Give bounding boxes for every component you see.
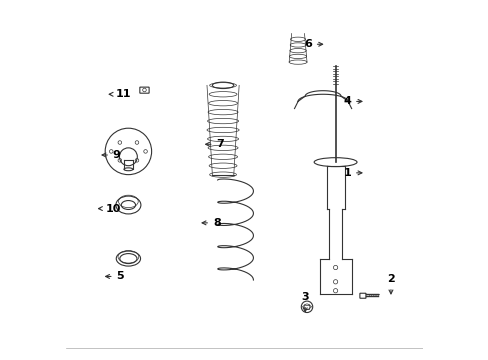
Text: 8: 8 bbox=[202, 218, 220, 228]
Text: 1: 1 bbox=[343, 168, 361, 178]
Text: 2: 2 bbox=[386, 274, 394, 294]
Text: 6: 6 bbox=[304, 39, 322, 49]
Text: 10: 10 bbox=[98, 203, 121, 213]
Text: 4: 4 bbox=[343, 96, 361, 107]
Text: 11: 11 bbox=[109, 89, 131, 99]
Text: 5: 5 bbox=[105, 271, 124, 282]
Text: 9: 9 bbox=[102, 150, 121, 160]
Text: 3: 3 bbox=[301, 292, 308, 312]
Text: 7: 7 bbox=[205, 139, 224, 149]
